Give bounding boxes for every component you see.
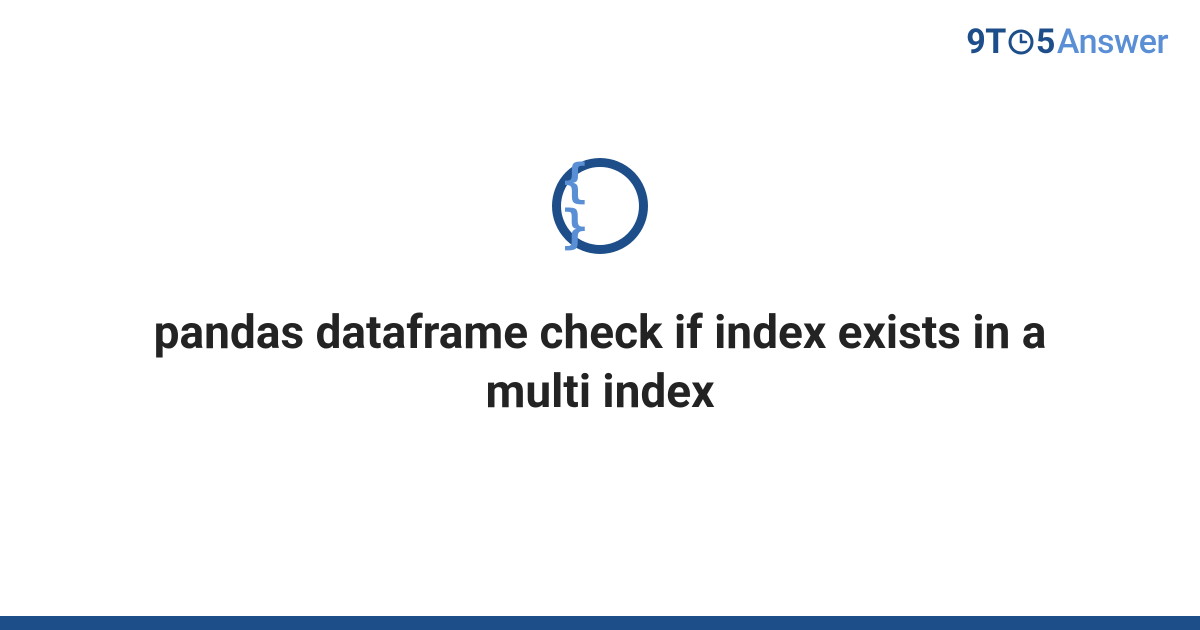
braces-glyph: { } xyxy=(561,158,639,254)
page-title: pandas dataframe check if index exists i… xyxy=(150,304,1050,422)
main-content: { } pandas dataframe check if index exis… xyxy=(0,0,1200,630)
bottom-accent-bar xyxy=(0,616,1200,630)
code-braces-icon: { } xyxy=(552,158,648,254)
